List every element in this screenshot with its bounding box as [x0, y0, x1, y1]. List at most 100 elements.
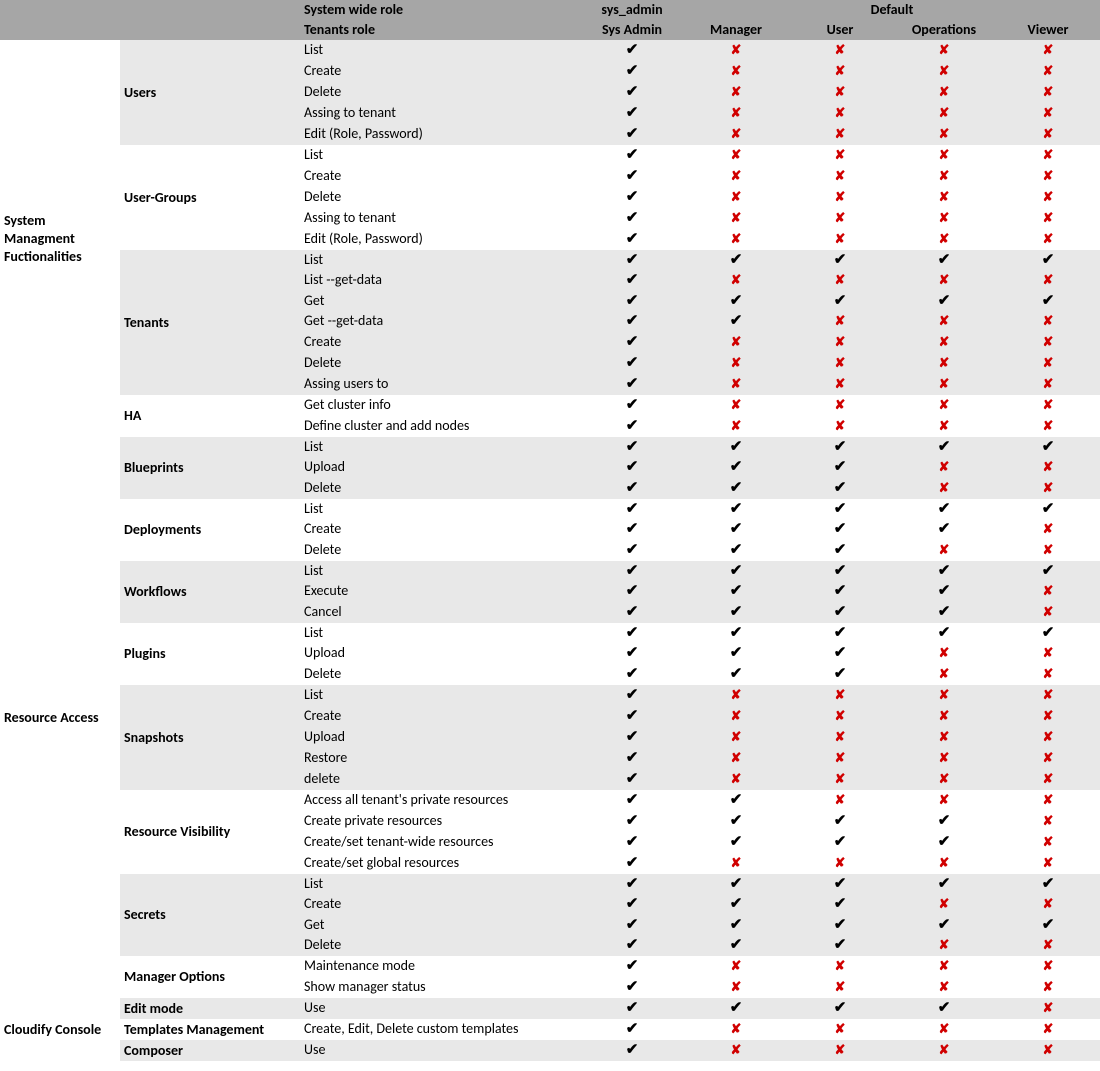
perm-allowed-icon: ✔: [996, 623, 1100, 643]
perm-denied-icon: ✘: [996, 540, 1100, 561]
perm-allowed-icon: ✔: [996, 874, 1100, 894]
perm-denied-icon: ✘: [684, 145, 788, 166]
action-label: Cancel: [300, 602, 580, 623]
perm-allowed-icon: ✔: [684, 291, 788, 311]
perm-denied-icon: ✘: [996, 374, 1100, 395]
perm-denied-icon: ✘: [892, 769, 996, 790]
perm-allowed-icon: ✔: [684, 540, 788, 561]
perm-denied-icon: ✘: [788, 40, 892, 61]
perm-denied-icon: ✘: [996, 229, 1100, 250]
perm-denied-icon: ✘: [788, 145, 892, 166]
perm-denied-icon: ✘: [788, 124, 892, 145]
action-label: Get --get-data: [300, 311, 580, 332]
perm-denied-icon: ✘: [684, 727, 788, 748]
perm-allowed-icon: ✔: [892, 519, 996, 540]
perm-denied-icon: ✘: [996, 61, 1100, 82]
perm-allowed-icon: ✔: [996, 291, 1100, 311]
perm-denied-icon: ✘: [892, 1040, 996, 1061]
perm-denied-icon: ✘: [788, 395, 892, 416]
group-label: Composer: [120, 1040, 300, 1061]
perm-denied-icon: ✘: [684, 270, 788, 291]
perm-allowed-icon: ✔: [684, 664, 788, 685]
perm-denied-icon: ✘: [892, 40, 996, 61]
perm-allowed-icon: ✔: [580, 790, 684, 811]
perm-allowed-icon: ✔: [580, 61, 684, 82]
action-label: List: [300, 874, 580, 894]
perm-denied-icon: ✘: [892, 166, 996, 187]
perm-denied-icon: ✘: [996, 519, 1100, 540]
perm-denied-icon: ✘: [788, 332, 892, 353]
group-label: Plugins: [120, 623, 300, 685]
perm-allowed-icon: ✔: [684, 519, 788, 540]
perm-allowed-icon: ✔: [684, 998, 788, 1019]
perm-denied-icon: ✘: [788, 187, 892, 208]
perm-denied-icon: ✘: [892, 478, 996, 499]
perm-allowed-icon: ✔: [684, 437, 788, 457]
perm-allowed-icon: ✔: [580, 395, 684, 416]
group-label: Templates Management: [120, 1019, 300, 1040]
perm-allowed-icon: ✔: [892, 874, 996, 894]
hdr-default: Default: [684, 0, 1100, 20]
action-label: delete: [300, 769, 580, 790]
perm-denied-icon: ✘: [996, 853, 1100, 874]
perm-allowed-icon: ✔: [580, 706, 684, 727]
action-label: List: [300, 561, 580, 581]
perm-denied-icon: ✘: [892, 103, 996, 124]
table-row: Cloudify ConsoleEdit modeUse✔✔✔✔✘: [0, 998, 1100, 1019]
group-label: Deployments: [120, 499, 300, 561]
perm-denied-icon: ✘: [892, 853, 996, 874]
perm-denied-icon: ✘: [788, 374, 892, 395]
action-label: Get: [300, 291, 580, 311]
action-label: List: [300, 685, 580, 706]
perm-denied-icon: ✘: [892, 187, 996, 208]
group-label: Edit mode: [120, 998, 300, 1019]
table-row: System Managment FuctionalitiesUsersList…: [0, 40, 1100, 61]
action-label: List: [300, 623, 580, 643]
action-label: Upload: [300, 727, 580, 748]
perm-allowed-icon: ✔: [580, 124, 684, 145]
perm-denied-icon: ✘: [996, 208, 1100, 229]
perm-denied-icon: ✘: [788, 229, 892, 250]
perm-denied-icon: ✘: [788, 685, 892, 706]
perm-allowed-icon: ✔: [580, 332, 684, 353]
perm-denied-icon: ✘: [892, 685, 996, 706]
perm-denied-icon: ✘: [892, 61, 996, 82]
perm-denied-icon: ✘: [892, 790, 996, 811]
perm-allowed-icon: ✔: [580, 832, 684, 853]
action-label: Restore: [300, 748, 580, 769]
perm-denied-icon: ✘: [996, 790, 1100, 811]
perm-allowed-icon: ✔: [788, 894, 892, 915]
perm-denied-icon: ✘: [892, 82, 996, 103]
table-row: HAGet cluster info✔✘✘✘✘: [0, 395, 1100, 416]
perm-denied-icon: ✘: [684, 208, 788, 229]
perm-denied-icon: ✘: [788, 61, 892, 82]
perm-allowed-icon: ✔: [580, 811, 684, 832]
perm-allowed-icon: ✔: [580, 643, 684, 664]
perm-allowed-icon: ✔: [580, 602, 684, 623]
table-row: SecretsList✔✔✔✔✔: [0, 874, 1100, 894]
group-label: User-Groups: [120, 145, 300, 250]
perm-denied-icon: ✘: [892, 727, 996, 748]
perm-allowed-icon: ✔: [892, 561, 996, 581]
perm-allowed-icon: ✔: [580, 250, 684, 270]
perm-allowed-icon: ✔: [580, 499, 684, 519]
perm-denied-icon: ✘: [788, 956, 892, 977]
perm-allowed-icon: ✔: [892, 623, 996, 643]
section-label: Cloudify Console: [0, 998, 120, 1061]
action-label: Create/set tenant-wide resources: [300, 832, 580, 853]
action-label: Edit (Role, Password): [300, 229, 580, 250]
perm-denied-icon: ✘: [996, 124, 1100, 145]
group-label: Resource Visibility: [120, 790, 300, 874]
perm-denied-icon: ✘: [684, 124, 788, 145]
perm-allowed-icon: ✔: [996, 250, 1100, 270]
perm-allowed-icon: ✔: [580, 977, 684, 998]
perm-allowed-icon: ✔: [892, 499, 996, 519]
perm-denied-icon: ✘: [788, 82, 892, 103]
perm-denied-icon: ✘: [684, 332, 788, 353]
perm-allowed-icon: ✔: [580, 103, 684, 124]
perm-denied-icon: ✘: [996, 748, 1100, 769]
perm-allowed-icon: ✔: [892, 832, 996, 853]
action-label: Create: [300, 894, 580, 915]
perm-denied-icon: ✘: [892, 540, 996, 561]
hdr-sys-admin-code: sys_admin: [580, 0, 684, 20]
